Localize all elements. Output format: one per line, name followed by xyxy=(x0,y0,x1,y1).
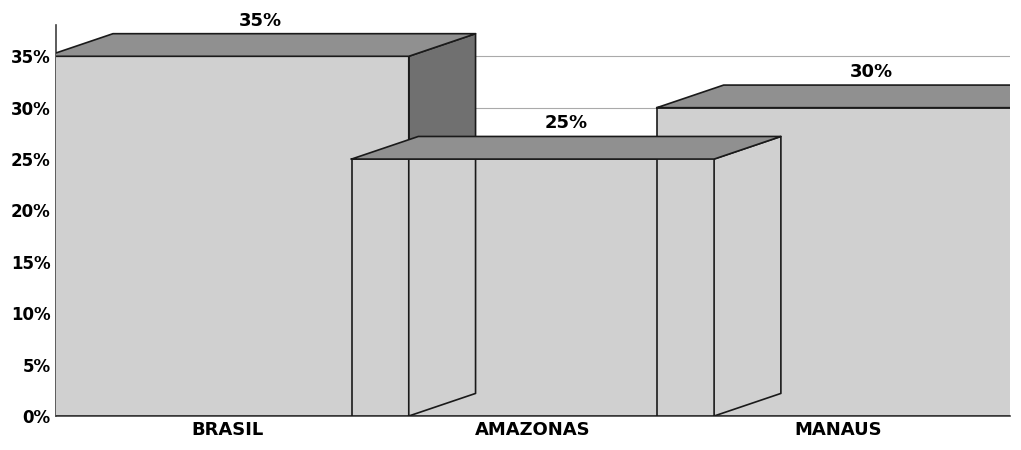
Polygon shape xyxy=(1019,85,1021,416)
Polygon shape xyxy=(408,34,476,416)
Polygon shape xyxy=(714,136,781,416)
Polygon shape xyxy=(657,85,1021,108)
Polygon shape xyxy=(351,136,781,159)
Text: 35%: 35% xyxy=(239,12,283,30)
Bar xyxy=(46,56,408,416)
Bar xyxy=(351,159,714,416)
Bar xyxy=(657,108,1019,416)
Text: 25%: 25% xyxy=(544,114,588,132)
Text: 30%: 30% xyxy=(849,63,893,81)
Polygon shape xyxy=(46,34,476,56)
